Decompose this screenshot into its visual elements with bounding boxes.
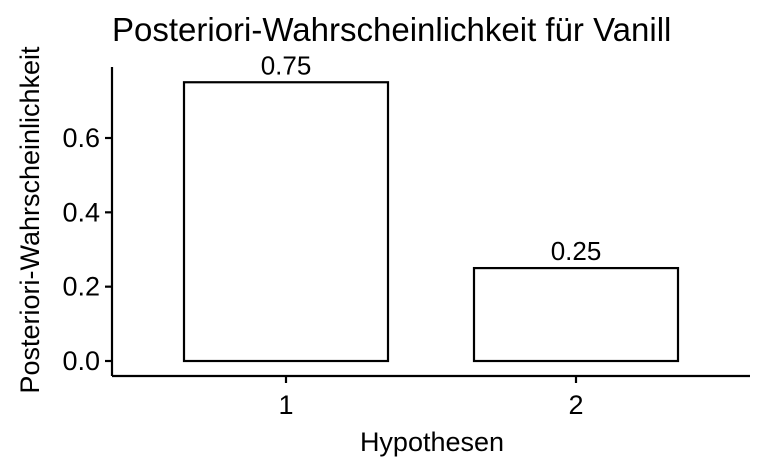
y-tick-label-2: 0.4 [62, 197, 100, 227]
bar-1 [182, 81, 390, 363]
y-tick-label-3: 0.6 [62, 123, 100, 153]
y-tick-label-1: 0.2 [62, 272, 100, 302]
y-tick-label-0: 0.0 [62, 346, 100, 376]
x-tick-label-1: 1 [278, 390, 293, 420]
chart-title: Posteriori-Wahrscheinlichkeit für Vanill [112, 11, 671, 48]
bars-group [182, 81, 680, 363]
y-axis-ticks: 0.0 0.2 0.4 0.6 [62, 123, 112, 376]
data-label-2: 0.25 [551, 236, 602, 266]
x-tick-label-2: 2 [568, 390, 583, 420]
bar-2 [472, 266, 680, 363]
data-labels-group: 0.75 0.25 [261, 50, 602, 266]
data-label-1: 0.75 [261, 50, 312, 80]
y-axis-title: Posteriori-Wahrscheinlichkeit [15, 46, 45, 394]
x-axis-title: Hypothesen [360, 427, 504, 457]
